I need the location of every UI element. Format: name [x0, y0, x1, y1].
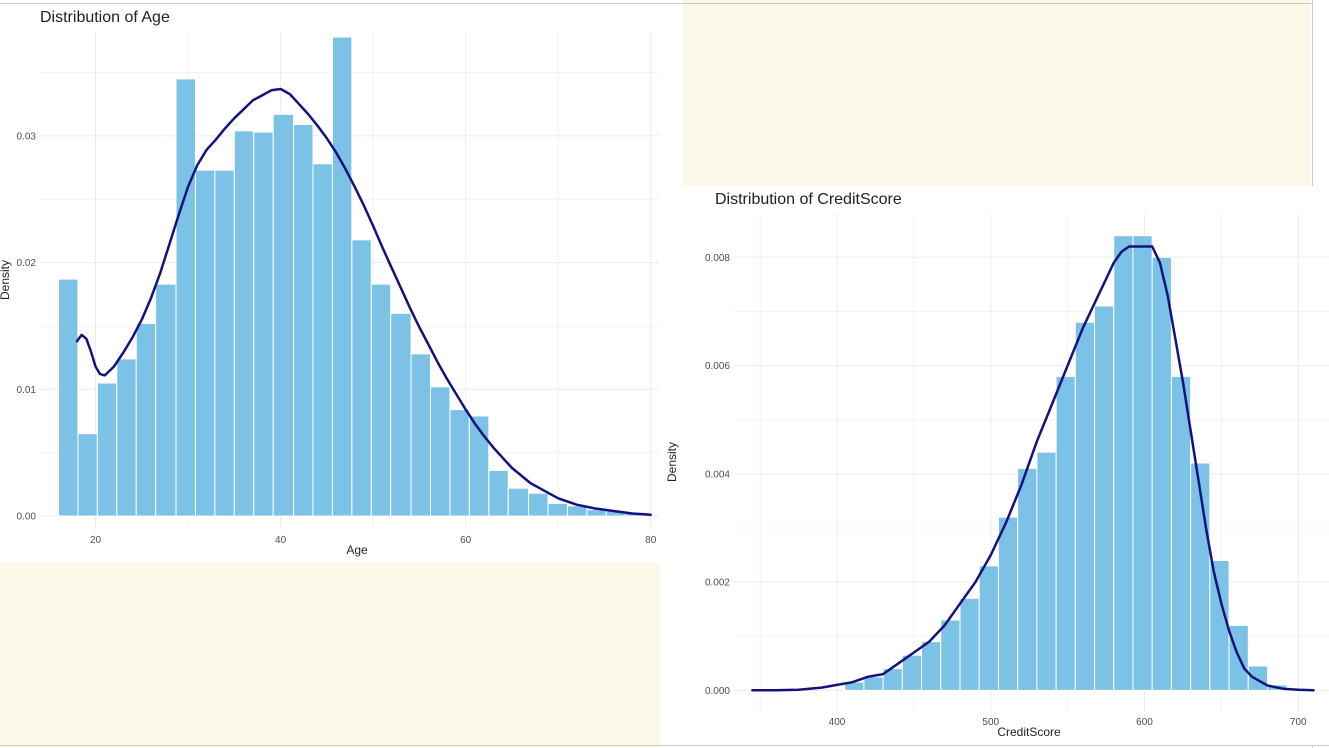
histogram-bar — [507, 487, 530, 517]
histogram-bar — [921, 641, 942, 691]
y-tick-label: 0.000 — [705, 686, 730, 697]
histogram-bar — [155, 283, 177, 517]
y-tick-label: 0.008 — [705, 253, 730, 264]
histogram-bar — [1151, 256, 1172, 691]
y-axis-title: Density — [0, 260, 12, 300]
histogram-bar — [1209, 559, 1230, 691]
x-tick-label: 400 — [829, 717, 846, 728]
histogram-bar — [331, 36, 353, 517]
histogram-bar — [1074, 321, 1096, 691]
histogram-bar — [488, 469, 509, 517]
histogram-bar — [468, 415, 490, 517]
y-tick-label: 0.00 — [17, 512, 37, 523]
chart-title: Distribution of Age — [40, 9, 170, 26]
notebook-background-bottom-left — [0, 563, 659, 748]
y-tick-label: 0.002 — [705, 578, 730, 589]
histogram-bar — [351, 239, 372, 517]
y-tick-label: 0.03 — [17, 131, 37, 142]
density-line — [751, 245, 1315, 692]
histogram-bar — [430, 386, 451, 517]
histogram-bar — [940, 619, 961, 691]
age-distribution-plot: 20 40 60 80 0.00 0.01 0.02 0.03 Age Density — [0, 32, 660, 557]
histogram-bar — [997, 516, 1019, 691]
y-tick-label: 0.02 — [17, 258, 37, 269]
histogram-bar — [253, 131, 274, 517]
histogram-bar — [1055, 375, 1076, 691]
y-tick-label: 0.004 — [705, 469, 730, 480]
x-tick-label: 500 — [982, 717, 999, 728]
x-axis-title: CreditScore — [997, 725, 1061, 739]
histogram-bar — [175, 78, 196, 517]
histogram-bar — [1132, 235, 1153, 691]
y-tick-label: 0.01 — [17, 385, 37, 396]
x-axis-title: Age — [346, 543, 368, 557]
frame-top-border — [0, 3, 1313, 4]
histogram-bar — [1113, 235, 1134, 691]
creditscore-distribution-chart: Distribution of CreditScore 400 500 600 700… — [659, 186, 1329, 745]
x-tick-label: 20 — [90, 535, 102, 546]
y-axis-title: Density — [665, 442, 679, 482]
histogram-bar — [863, 676, 884, 691]
y-tick-label: 0.006 — [705, 361, 730, 372]
histogram-bar — [959, 597, 980, 691]
chart-title: Distribution of CreditScore — [715, 191, 902, 208]
histogram-bar — [978, 565, 999, 691]
histogram-bar — [390, 312, 412, 517]
creditscore-distribution-plot: 400 500 600 700 0.000 0.002 0.004 0.006 0.008 Cr… — [665, 214, 1329, 739]
histogram-bar — [528, 492, 549, 517]
x-tick-label: 600 — [1136, 717, 1153, 728]
frame-bottom-border — [0, 745, 1329, 746]
histogram-bar — [1017, 467, 1038, 691]
histogram-bar — [312, 163, 333, 517]
histogram-bar — [214, 169, 235, 517]
histogram-bar — [194, 169, 216, 517]
histogram-bar — [272, 113, 295, 517]
histogram-bar — [370, 283, 392, 517]
histogram-bar — [116, 358, 137, 517]
histogram-bar — [1094, 305, 1115, 691]
histogram-bar — [1170, 375, 1192, 691]
histogram-bar — [233, 130, 255, 517]
x-tick-label: 80 — [645, 535, 657, 546]
histogram-bar — [77, 433, 98, 517]
histogram-bar — [293, 124, 314, 517]
age-distribution-chart: Distribution of Age 20 40 60 80 0.00 0.01 0.02… — [0, 4, 683, 563]
x-tick-label: 700 — [1290, 717, 1307, 728]
histogram-bar — [58, 278, 79, 517]
notebook-background-top-right — [683, 0, 1311, 186]
histogram-bar — [135, 322, 157, 517]
histogram-bar — [96, 382, 118, 517]
histogram-bar — [1036, 451, 1057, 691]
histogram-bar — [410, 353, 432, 517]
histogram-bar — [449, 409, 470, 517]
histogram-bar — [547, 502, 568, 517]
x-tick-label: 60 — [460, 535, 472, 546]
x-tick-label: 40 — [275, 535, 287, 546]
density-line — [75, 87, 652, 517]
histogram-bar — [901, 654, 923, 691]
histogram-bar — [1247, 665, 1269, 691]
